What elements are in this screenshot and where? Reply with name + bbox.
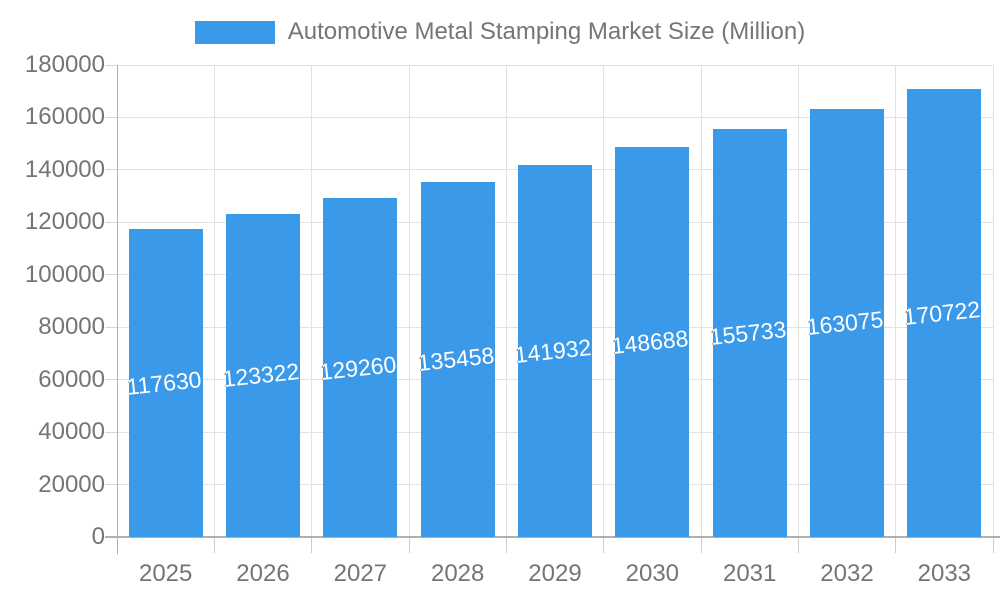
bar: 163075 — [809, 109, 884, 537]
x-axis-tick-label: 2025 — [138, 560, 193, 587]
bar-category: 155733155733 — [701, 65, 798, 537]
bar: 155733 — [712, 128, 787, 537]
bar-value-label: 163075 — [809, 306, 884, 341]
grid-line-vertical — [700, 65, 702, 537]
x-axis-tick-label: 2027 — [333, 560, 388, 587]
bar-category: 123322123322 — [214, 65, 311, 537]
y-axis-tick-label: 40000 — [38, 418, 105, 446]
bar: 148688 — [615, 147, 690, 537]
bar-category: 129260129260 — [312, 65, 409, 537]
y-axis-tick-label: 160000 — [24, 103, 105, 131]
bar-value-label: 155733 — [712, 315, 787, 350]
x-axis-tick — [505, 537, 507, 553]
y-axis-tick-label: 180000 — [24, 51, 105, 78]
bar-category: 141932141932 — [506, 65, 603, 537]
x-axis-tick — [408, 537, 410, 553]
x-axis-tick — [213, 537, 215, 553]
legend: Automotive Metal Stamping Market Size (M… — [0, 18, 1000, 46]
bar-value-label: 135458 — [420, 342, 495, 377]
y-axis-tick-label: 100000 — [24, 260, 105, 288]
x-axis-tick — [311, 537, 313, 553]
y-axis-tick — [105, 379, 117, 381]
y-axis-tick-label: 140000 — [24, 155, 105, 183]
bar: 129260 — [323, 198, 398, 537]
bar-category: 163075163075 — [798, 65, 895, 537]
x-axis-line — [105, 536, 1000, 538]
y-axis-tick-label: 0 — [91, 523, 105, 550]
x-axis-tick-label: 2029 — [528, 560, 582, 587]
grid-line-vertical — [311, 65, 313, 537]
grid-line-vertical — [408, 65, 410, 537]
grid-line-vertical — [603, 65, 605, 537]
bar-value-label: 129260 — [323, 350, 398, 385]
legend-label: Automotive Metal Stamping Market Size (M… — [287, 18, 806, 45]
grid-line-horizontal — [117, 64, 993, 66]
x-axis-tick — [895, 537, 897, 553]
x-axis-tick — [992, 537, 994, 553]
bar: 170722 — [907, 89, 982, 537]
x-axis-tick-label: 2028 — [430, 560, 485, 587]
y-axis-line — [117, 65, 118, 554]
bar: 141932 — [517, 164, 592, 537]
y-axis-tick — [105, 64, 117, 66]
bar-value-label: 123322 — [225, 358, 300, 393]
bar: 135458 — [420, 181, 495, 537]
y-axis-tick — [105, 169, 117, 171]
grid-line-vertical — [895, 65, 897, 537]
grid-line-vertical — [992, 65, 994, 537]
bar-category: 170722170722 — [896, 65, 993, 537]
legend-swatch-icon — [194, 20, 275, 44]
grid-line-vertical — [505, 65, 507, 537]
grid-line-vertical — [797, 65, 799, 537]
y-axis-tick-label: 20000 — [38, 470, 105, 498]
y-axis-tick-label: 80000 — [38, 313, 105, 341]
bar-value-label: 117630 — [128, 365, 203, 400]
y-axis-tick — [105, 116, 117, 118]
bar-value-label: 170722 — [907, 296, 982, 331]
grid-line-vertical — [213, 65, 215, 537]
bar-category: 117630117630 — [117, 65, 214, 537]
y-axis-tick — [105, 431, 117, 433]
x-axis-tick-label: 2033 — [917, 560, 972, 587]
grid-line-horizontal — [117, 116, 993, 118]
bar: 117630 — [128, 228, 203, 537]
y-axis-tick-label: 60000 — [38, 365, 105, 393]
y-axis-tick — [105, 274, 117, 276]
bar-value-label: 141932 — [517, 333, 592, 368]
y-axis-tick — [105, 326, 117, 328]
x-axis-tick-label: 2031 — [722, 560, 777, 587]
y-axis-tick — [105, 484, 117, 486]
x-axis-tick — [797, 537, 799, 553]
x-axis-tick — [603, 537, 605, 553]
bar: 123322 — [225, 213, 300, 537]
x-axis-tick-label: 2032 — [820, 560, 874, 587]
bar-value-label: 148688 — [615, 325, 690, 359]
bar-category: 135458135458 — [409, 65, 506, 537]
x-axis-tick-label: 2030 — [625, 560, 680, 587]
y-axis-tick-label: 120000 — [24, 208, 105, 236]
bar-category: 148688148688 — [604, 65, 701, 537]
x-axis-tick — [700, 537, 702, 553]
y-axis-tick — [105, 221, 117, 223]
x-axis-tick-label: 2026 — [236, 560, 290, 587]
